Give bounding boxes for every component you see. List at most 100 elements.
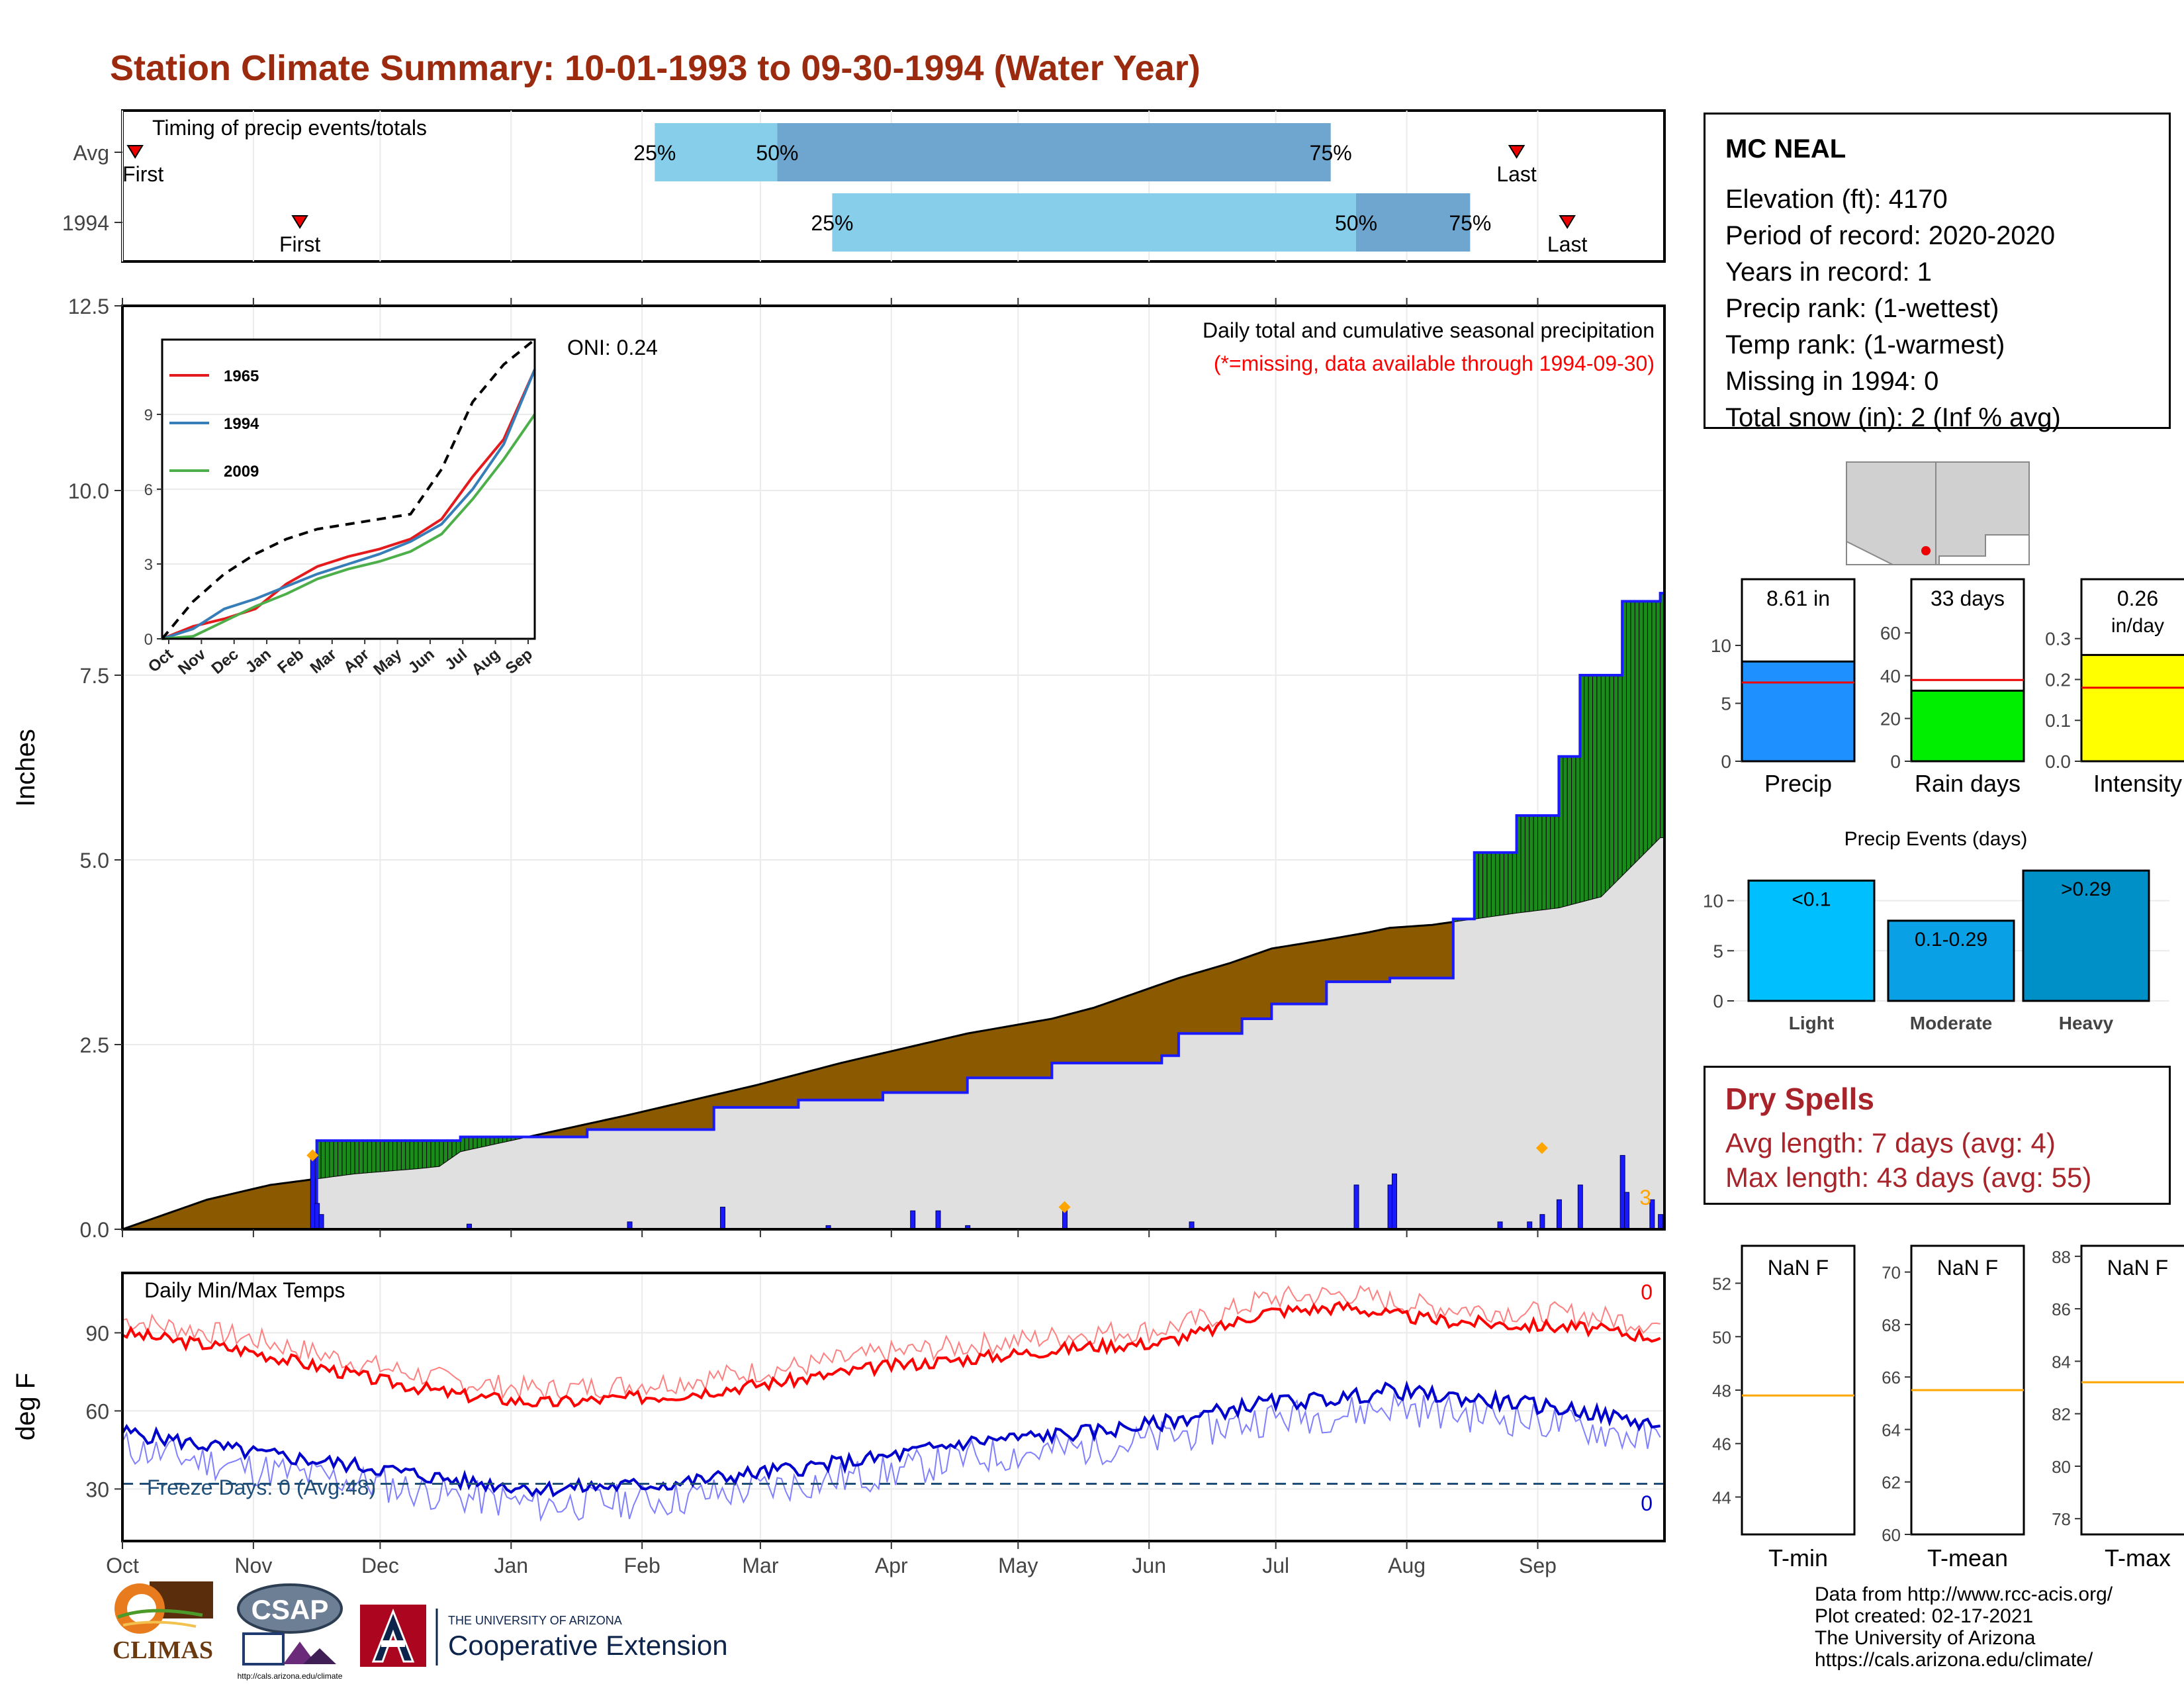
oni-value: ONI: 0.24: [567, 336, 658, 359]
1994-cumulative-precip-area: [122, 593, 1664, 1229]
temp-summary-y-tick-label: 48: [1712, 1381, 1731, 1401]
summary-bar-value: [1741, 660, 1856, 763]
daily-precip-bar: [1658, 1214, 1664, 1230]
summary-bar-value: [2080, 653, 2184, 763]
month-label-jan: Jan: [494, 1554, 528, 1577]
temp-summary-y-tick-label: 62: [1882, 1473, 1901, 1493]
timing-first-marker-Avg: [126, 145, 144, 159]
station-location-marker: [1921, 546, 1931, 555]
summary-bar-value-sublabel: in/day: [2111, 615, 2164, 637]
timing-panel-title: Timing of precip events/totals: [152, 116, 427, 140]
footer-plot-created: Plot created: 02-17-2021: [1815, 1605, 2034, 1627]
month-label-jun: Jun: [1132, 1554, 1166, 1577]
timing-last-marker-1994: [1559, 215, 1576, 229]
inset-y-tick-label: 3: [144, 556, 153, 574]
temp-summary-t-mean: NaN F 60 62 64 66 68 70 T-mean: [1882, 1244, 2025, 1571]
temp-summary-y-tick-label: 78: [2052, 1509, 2071, 1529]
temp-summary-y-tick-label: 66: [1882, 1368, 1901, 1387]
csap-logo-text: CSAP: [251, 1594, 329, 1625]
month-label-sep: Sep: [1519, 1554, 1557, 1577]
daily-precip-bar: [1577, 1184, 1583, 1230]
temp-summary-y-tick-label: 50: [1712, 1327, 1731, 1347]
timing-pct75-label-1994: 75%: [1449, 211, 1491, 235]
inset-y-tick-label: 6: [144, 481, 153, 499]
month-label-jul: Jul: [1262, 1554, 1289, 1577]
summary-bar-chart-intensity: 0.26 in/day 0.0 0.1 0.2 0.3 Intensity: [2045, 578, 2184, 797]
inset-y-tick-label: 9: [144, 406, 153, 424]
map-region: [1846, 461, 2030, 565]
precip-events-bar-label-heavy: >0.29: [2061, 878, 2111, 900]
timing-row-label-Avg: Avg: [73, 141, 109, 165]
station-location-map: [1846, 461, 2030, 565]
timing-pct75-label-Avg: 75%: [1310, 141, 1352, 165]
precip-events-title: Precip Events (days): [1844, 828, 2028, 850]
month-label-may: May: [998, 1554, 1038, 1577]
station-precip-rank: Precip rank: (1-wettest): [1725, 294, 1999, 323]
daily-precip-bar: [935, 1210, 941, 1230]
inset-series-1994: [161, 369, 536, 640]
temp-summary-y-tick-label: 80: [2052, 1457, 2071, 1477]
summary-bar-y-tick-label: 0: [1890, 751, 1901, 772]
summary-bar-label: Intensity: [2093, 770, 2182, 797]
station-elevation: Elevation (ft): 4170: [1725, 185, 1948, 214]
inset-legend-label-1994: 1994: [224, 415, 259, 433]
precip-events-bar-label-light: <0.1: [1792, 888, 1831, 910]
summary-bar-y-tick-label: 60: [1880, 623, 1901, 643]
summary-bar-y-tick-label: 0.0: [2045, 751, 2071, 772]
summary-bar-y-tick-label: 0.2: [2045, 669, 2071, 690]
temp-summary-value-label: NaN F: [1937, 1256, 1998, 1280]
temp-summary-y-tick-label: 88: [2052, 1247, 2071, 1267]
timing-bar-25-50-1994: [832, 193, 1356, 252]
precip-y-tick-label: 7.5: [80, 664, 109, 688]
summary-bar-y-tick-label: 0.1: [2045, 710, 2071, 731]
footer-data-source: Data from http://www.rcc-acis.org/: [1815, 1583, 2113, 1605]
precip-y-tick-label: 2.5: [80, 1033, 109, 1057]
temp-summary-label: T-mean: [1927, 1544, 2008, 1571]
snow-event-marker: [1535, 1142, 1548, 1154]
summary-bar-y-tick-label: 20: [1880, 708, 1901, 729]
summary-bar-value-label: 8.61 in: [1766, 586, 1830, 610]
precip-events-bar-light: [1747, 879, 1876, 1002]
inset-legend-label-2009: 2009: [224, 463, 259, 481]
daily-precip-bar: [1624, 1192, 1630, 1230]
ua-logo-small-text: THE UNIVERSITY OF ARIZONA: [448, 1614, 622, 1627]
summary-bar-label: Precip: [1764, 770, 1832, 797]
climas-logo: CLIMAS: [110, 1579, 216, 1678]
timing-first-label-Avg: First: [122, 162, 163, 186]
month-label-dec: Dec: [361, 1554, 399, 1577]
temp-summary-y-tick-label: 52: [1712, 1274, 1731, 1294]
summary-bar-chart-precip: 8.61 in 0 5 10 Precip: [1711, 578, 1856, 797]
temp-y-tick-label: 90: [85, 1321, 109, 1345]
temp-summary-y-tick-label: 84: [2052, 1352, 2071, 1372]
precip-events-y-tick-label: 10: [1703, 891, 1723, 912]
station-info-panel: MC NEAL Elevation (ft): 4170 Period of r…: [1704, 113, 2171, 432]
timing-pct50-label-1994: 50%: [1335, 211, 1377, 235]
dry-spells-max-length: Max length: 43 days (avg: 55): [1725, 1162, 2092, 1193]
daily-precip-bar: [719, 1207, 725, 1230]
precip-y-tick-label: 5.0: [80, 849, 109, 872]
temp-avg-max-line: [122, 1285, 1661, 1401]
summary-bar-y-tick-label: 0: [1721, 751, 1731, 772]
temp-summary-y-tick-label: 60: [1882, 1525, 1901, 1545]
temp-panel-title: Daily Min/Max Temps: [144, 1278, 345, 1302]
daily-precip-bar: [1539, 1214, 1545, 1230]
dry-spells-avg-length: Avg length: 7 days (avg: 4): [1725, 1127, 2056, 1158]
summary-bar-chart-rain-days: 33 days 0 20 40 60 Rain days: [1880, 578, 2025, 797]
timing-pct25-label-Avg: 25%: [633, 141, 676, 165]
temp-avg-min-line: [122, 1391, 1661, 1523]
precip-panel-subtitle: (*=missing, data available through 1994-…: [1214, 352, 1655, 375]
timing-last-marker-Avg: [1508, 145, 1525, 159]
summary-bar-value: [1910, 689, 2025, 763]
station-name: MC NEAL: [1725, 134, 1846, 164]
summary-bar-y-tick-label: 40: [1880, 666, 1901, 686]
freeze-days-text: Freeze Days: 0 (Avg:48): [147, 1476, 376, 1499]
csap-logo: CSAP http://cals.arizona.edu/climate: [230, 1582, 349, 1681]
daily-precip-bar: [1391, 1173, 1397, 1230]
temp-y-axis-label: deg F: [11, 1373, 40, 1440]
footer-credits: Data from http://www.rcc-acis.org/ Plot …: [1815, 1583, 2113, 1671]
inset-series-2009: [161, 413, 536, 640]
precip-y-tick-label: 12.5: [68, 295, 109, 318]
temp-summary-value-label: NaN F: [2107, 1256, 2168, 1280]
precip-y-tick-label: 0.0: [80, 1218, 109, 1242]
temp-summary-y-tick-label: 64: [1882, 1420, 1901, 1440]
